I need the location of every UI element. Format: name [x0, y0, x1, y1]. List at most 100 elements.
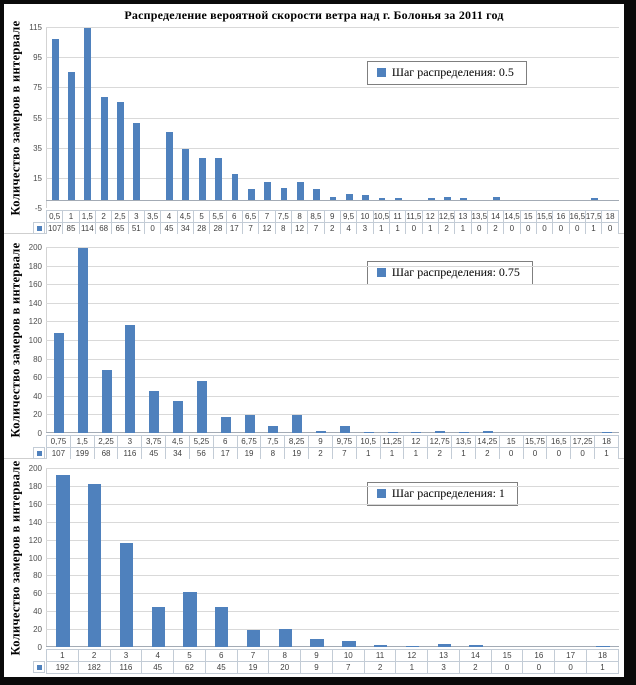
bar-slot	[96, 27, 112, 208]
category-cell: 12,75	[427, 435, 453, 448]
bar	[87, 484, 102, 647]
category-cell: 3,5	[143, 210, 162, 223]
bar	[342, 641, 356, 647]
value-cell: 2	[458, 661, 492, 674]
y-tick-label: 80	[33, 571, 42, 581]
gridline	[46, 468, 619, 469]
bar-slot	[341, 27, 357, 208]
bar-series	[47, 468, 619, 647]
bar-slot	[111, 468, 143, 647]
series-marker-icon	[36, 664, 42, 670]
bar-slot	[292, 27, 308, 208]
value-cell: 62	[173, 661, 206, 674]
value-cell: 107	[45, 222, 64, 235]
bar	[133, 123, 141, 201]
bar-slot	[142, 247, 166, 433]
value-cell: 2	[363, 661, 397, 674]
y-tick-label: 0	[37, 429, 42, 438]
category-cell: 8	[290, 210, 309, 223]
value-cell: 34	[176, 222, 194, 235]
bar-slot	[63, 27, 79, 208]
gridline	[46, 575, 619, 577]
gridline	[46, 247, 619, 248]
category-cell: 6,5	[241, 210, 260, 223]
bar	[246, 630, 261, 647]
category-cell: 12	[421, 210, 439, 223]
legend-marker-icon	[376, 268, 386, 277]
gridline	[46, 147, 619, 149]
bar	[247, 189, 255, 201]
bar-slot	[166, 247, 190, 433]
bar-slot	[357, 247, 381, 433]
value-cell: 7	[331, 661, 365, 674]
legend-label: Шаг распределения: 0.5	[391, 65, 514, 79]
value-cell: 68	[94, 222, 113, 235]
bar-slot	[145, 27, 161, 208]
value-cell: 2	[474, 447, 500, 460]
bar	[215, 158, 223, 201]
bar-slot	[47, 468, 79, 647]
category-cell: 11	[363, 649, 397, 662]
bar	[117, 102, 124, 201]
category-cell: 13,5	[451, 435, 476, 448]
category-cell: 10	[331, 649, 365, 662]
y-tick-label: 95	[33, 53, 42, 63]
gridline	[46, 358, 619, 360]
bar	[166, 132, 173, 201]
value-cell: 0	[570, 447, 596, 460]
bar-slot	[174, 468, 206, 647]
bar	[119, 543, 134, 647]
value-cell: 0	[405, 222, 423, 235]
value-cell: 0	[522, 447, 548, 460]
bar-slot	[79, 468, 111, 647]
bar-slot	[428, 247, 452, 433]
value-cell: 3	[356, 222, 374, 235]
chart-panel-step-0-5: Распределение вероятной скорости ветра н…	[4, 4, 624, 235]
category-cell: 15,75	[522, 435, 548, 448]
category-cell: 16,5	[546, 435, 572, 448]
value-cell: 0	[470, 222, 488, 235]
value-cell: 192	[46, 661, 79, 674]
value-cell: 1	[395, 661, 429, 674]
bar	[215, 607, 229, 647]
bar-slot	[238, 468, 270, 647]
value-cell: 2	[308, 447, 333, 460]
value-cell: 0	[552, 222, 570, 235]
bar	[151, 607, 165, 647]
bar-slot	[570, 27, 586, 208]
value-cell: 85	[62, 222, 80, 235]
category-cell: 17	[554, 649, 588, 662]
bar-slot	[333, 247, 357, 433]
category-cell: 13,5	[470, 210, 488, 223]
bar-slot	[390, 27, 406, 208]
category-cell: 10,5	[372, 210, 390, 223]
category-cell: 12	[395, 649, 429, 662]
bar	[482, 431, 493, 433]
bar	[601, 432, 612, 433]
plot-area: Шаг распределения: 1 200 180 160 140 120 100 8…	[29, 464, 619, 652]
bar-slot	[269, 468, 301, 647]
bar	[51, 39, 59, 201]
category-cell: 1,5	[69, 435, 95, 448]
value-cell: 0	[601, 222, 619, 235]
bar-slot	[206, 468, 238, 647]
bar-slot	[554, 27, 570, 208]
category-cell: 11	[388, 210, 407, 223]
bar-slot	[210, 27, 226, 208]
bar	[394, 198, 402, 201]
category-cell: 4	[141, 649, 175, 662]
value-cell: 2	[323, 222, 341, 235]
bar	[280, 188, 288, 201]
gridline	[46, 177, 619, 179]
bar	[292, 415, 303, 433]
category-cell: 16	[522, 649, 556, 662]
bar-slot	[309, 27, 325, 208]
gridline	[46, 593, 619, 595]
value-cell: 7	[331, 447, 357, 460]
gridline	[46, 284, 619, 286]
bar-slot	[178, 27, 194, 208]
category-cell: 3,75	[141, 435, 167, 448]
legend-marker-icon	[376, 68, 386, 77]
value-cell: 0	[522, 661, 556, 674]
bar	[316, 431, 327, 433]
